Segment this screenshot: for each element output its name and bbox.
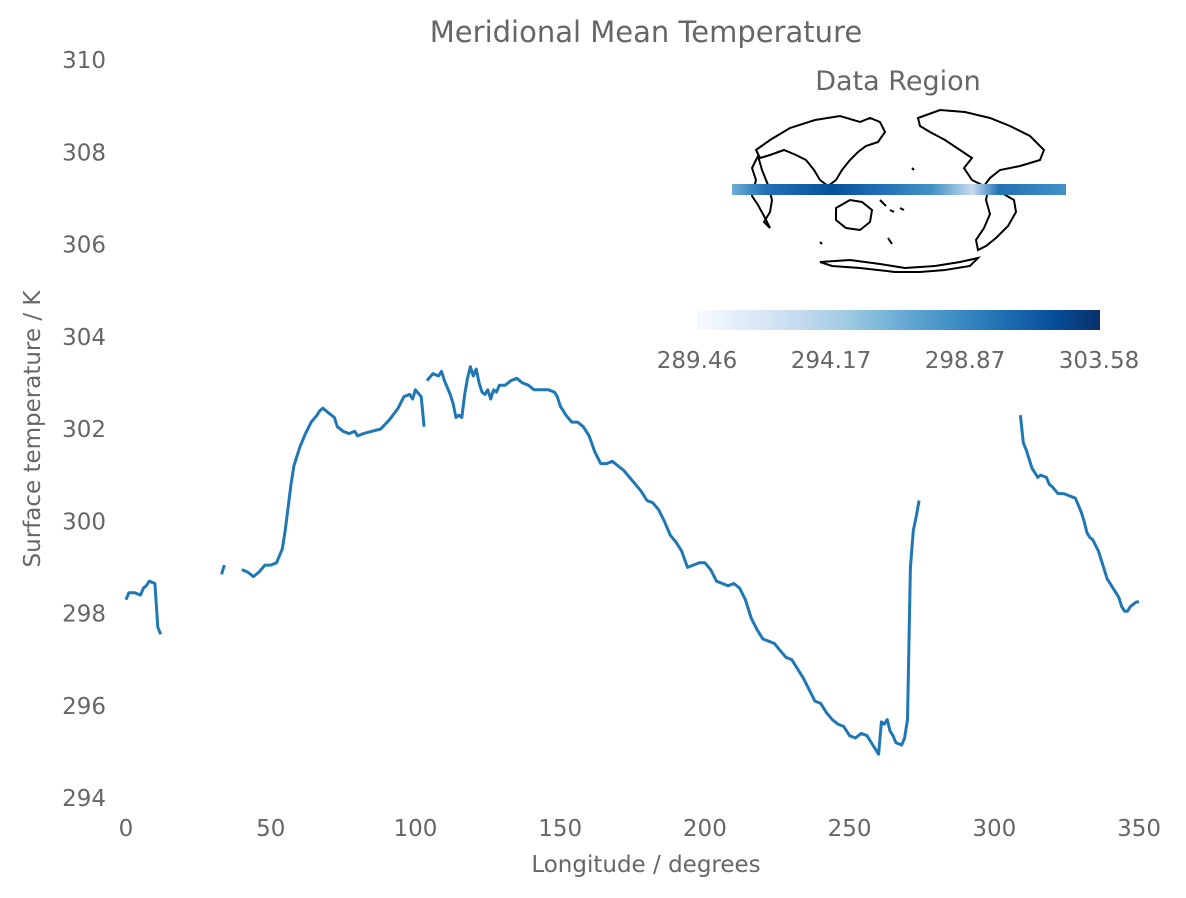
colorbar (697, 310, 1100, 330)
x-axis-ticks: 0 50 100 150 200 250 300 350 (119, 816, 1161, 842)
series-line-segment (241, 388, 426, 579)
colorbar-tick-label: 298.87 (925, 348, 1005, 374)
y-tick-label: 310 (62, 48, 106, 74)
y-tick-label: 308 (62, 140, 106, 166)
continent-antarctica (819, 256, 982, 273)
continent-australia (835, 198, 874, 232)
colorbar-tick-label: 289.46 (657, 348, 737, 374)
series-temperature (124, 365, 1140, 756)
y-tick-label: 296 (62, 694, 106, 720)
colorbar-tick-label: 294.17 (791, 348, 871, 374)
islands (819, 167, 915, 245)
x-axis-label: Longitude / degrees (531, 852, 760, 878)
y-tick-label: 298 (62, 602, 106, 628)
y-tick-label: 306 (62, 233, 106, 259)
y-tick-label: 304 (62, 325, 106, 351)
continent-asia-europe (754, 114, 887, 188)
colorbar-ticks: 289.46 294.17 298.87 303.58 (657, 348, 1139, 374)
x-tick-label: 50 (256, 816, 285, 842)
series-line-segment (1018, 415, 1140, 613)
x-tick-label: 150 (538, 816, 582, 842)
chart-title: Meridional Mean Temperature (430, 15, 862, 49)
x-tick-label: 200 (683, 816, 727, 842)
x-tick-label: 250 (828, 816, 872, 842)
inset-title: Data Region (815, 66, 980, 97)
series-line-segment (425, 365, 921, 756)
y-tick-label: 302 (62, 417, 106, 443)
y-tick-label: 300 (62, 509, 106, 535)
x-tick-label: 0 (119, 816, 134, 842)
colorbar-tick-label: 303.58 (1059, 348, 1139, 374)
continent-north-america (916, 108, 1046, 188)
y-axis-label: Surface temperature / K (20, 290, 46, 568)
continent-south-america (974, 188, 1018, 252)
x-tick-label: 300 (972, 816, 1016, 842)
series-line-segment (220, 564, 226, 575)
x-tick-label: 100 (393, 816, 437, 842)
inset-data-region: Data Region 289.46 294.17 298.87 303.58 (657, 66, 1139, 374)
x-tick-label: 350 (1117, 816, 1161, 842)
y-tick-label: 294 (62, 786, 106, 812)
series-line-segment (124, 579, 163, 635)
y-axis-ticks: 294 296 298 300 302 304 306 308 310 (62, 48, 106, 812)
data-band (732, 184, 1066, 195)
